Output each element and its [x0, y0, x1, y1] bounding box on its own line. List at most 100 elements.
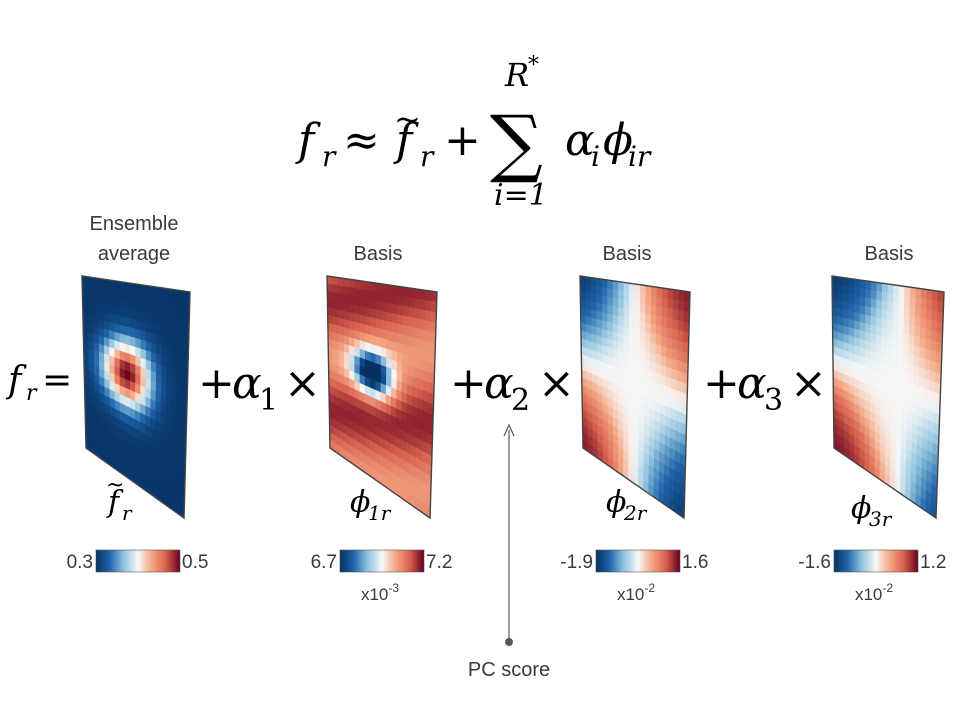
- heatmap-cell: [119, 289, 126, 301]
- heatmap-cell: [645, 313, 652, 325]
- heatmap-cell: [831, 283, 839, 294]
- heatmap-cell: [898, 285, 906, 297]
- heatmap-cell: [424, 310, 432, 323]
- heatmap-cell: [677, 340, 684, 353]
- heatmap-cell: [618, 298, 625, 310]
- heatmap-cell: [623, 299, 630, 311]
- panel-2-colorbar: 6.7 7.2 x10-3: [311, 549, 452, 604]
- heatmap-cell: [585, 292, 592, 303]
- heatmap-cell: [365, 289, 372, 301]
- heatmap-cell: [931, 300, 939, 312]
- colorbar-min-label: -1.9: [560, 552, 593, 573]
- colorbar-scale-label: x10-2: [855, 581, 893, 604]
- heatmap-cell: [326, 283, 334, 294]
- heatmap-cell: [403, 286, 410, 299]
- eq-lhs-sub: r: [322, 140, 337, 173]
- heatmap-cell: [645, 331, 652, 344]
- colorbar-max-label: 7.2: [426, 552, 452, 573]
- heatmap-cell: [135, 319, 142, 332]
- heatmap-cell: [892, 302, 900, 314]
- heatmap-cell: [650, 314, 657, 326]
- heatmap-cell: [908, 324, 916, 337]
- heatmap-cell: [425, 300, 432, 312]
- heatmap-cell: [343, 294, 350, 305]
- heatmap-cell: [926, 289, 934, 301]
- heatmap-cell: [419, 289, 427, 301]
- heatmap-cell: [135, 301, 142, 313]
- term3-plus: +: [703, 358, 740, 409]
- heatmap-cell: [359, 280, 366, 291]
- heatmap-cell: [157, 286, 164, 299]
- term2-plus: +: [450, 358, 487, 409]
- colorbar-min-label: -1.6: [798, 552, 831, 573]
- term1-sub: 1: [259, 383, 278, 418]
- heatmap-cell: [667, 288, 674, 300]
- term1-plus: +: [198, 358, 235, 409]
- heatmap-cell: [914, 316, 922, 329]
- heatmap-cell: [103, 303, 110, 315]
- heatmap-cell: [167, 307, 174, 320]
- heatmap-cell: [87, 292, 94, 303]
- term2-sub: 2: [511, 383, 530, 418]
- pc-score-annotation: PC score: [468, 423, 550, 681]
- heatmap-cell: [407, 335, 415, 348]
- heatmap-cell: [628, 318, 636, 330]
- term3-times: ×: [790, 358, 827, 409]
- heatmap-cell: [870, 281, 878, 292]
- heatmap-cell: [837, 284, 844, 295]
- heatmap-cell: [925, 338, 932, 351]
- heatmap-cell: [151, 286, 158, 298]
- heatmap-cell: [151, 295, 158, 307]
- heatmap-cell: [634, 292, 641, 304]
- heatmap-cell: [177, 350, 184, 363]
- heatmap-cell: [167, 288, 175, 300]
- heatmap-cell: [672, 309, 679, 321]
- heatmap-cell: [408, 326, 415, 339]
- heatmap-cell: [130, 300, 137, 312]
- heatmap-cell: [656, 305, 663, 318]
- heatmap-cell: [124, 308, 131, 320]
- row-equals: =: [42, 360, 72, 401]
- tilde: ~: [106, 473, 124, 498]
- heatmap-cell: [677, 330, 684, 343]
- heatmap-cell: [381, 310, 388, 322]
- heatmap-cell: [167, 298, 174, 310]
- heatmap-cell: [831, 291, 839, 301]
- heatmap-cell: [398, 286, 405, 298]
- heatmap-cell: [162, 316, 169, 329]
- heatmap-cell: [124, 317, 131, 329]
- heatmap-cell: [130, 282, 137, 294]
- heatmap-cell: [108, 296, 115, 307]
- heatmap-cell: [172, 318, 179, 331]
- heatmap-cell: [418, 348, 425, 361]
- heatmap-cell: [909, 296, 917, 308]
- heatmap-cell: [337, 293, 345, 304]
- term1-times: ×: [284, 358, 321, 409]
- heatmap-cell: [859, 288, 866, 299]
- heatmap-cell: [931, 320, 938, 333]
- heatmap-cell: [140, 311, 147, 324]
- heatmap-cell: [167, 327, 174, 340]
- heatmap-cell: [178, 290, 185, 302]
- heatmap-cell: [640, 284, 647, 296]
- heatmap-cell: [612, 306, 619, 317]
- heatmap-cell: [403, 305, 410, 318]
- colorbar-gradient: [95, 549, 181, 573]
- heatmap-cell: [119, 298, 126, 310]
- heatmap-cell: [914, 326, 921, 339]
- term2-alpha: α: [484, 358, 514, 409]
- heatmap-cell: [140, 293, 148, 305]
- heatmap-cell: [842, 285, 850, 296]
- heatmap-cell: [579, 291, 587, 301]
- heatmap-cell: [859, 304, 866, 316]
- symbol-sub: 2r: [623, 501, 648, 525]
- heatmap-cell: [124, 290, 131, 302]
- heatmap-cell: [881, 282, 889, 294]
- heatmap-cell: [162, 287, 169, 299]
- heatmap-cell: [365, 298, 372, 310]
- heatmap-cell: [639, 302, 647, 314]
- heatmap-cell: [881, 318, 888, 330]
- heatmap-cell: [381, 292, 388, 304]
- heatmap-cell: [146, 294, 153, 306]
- heatmap-cell: [634, 310, 641, 322]
